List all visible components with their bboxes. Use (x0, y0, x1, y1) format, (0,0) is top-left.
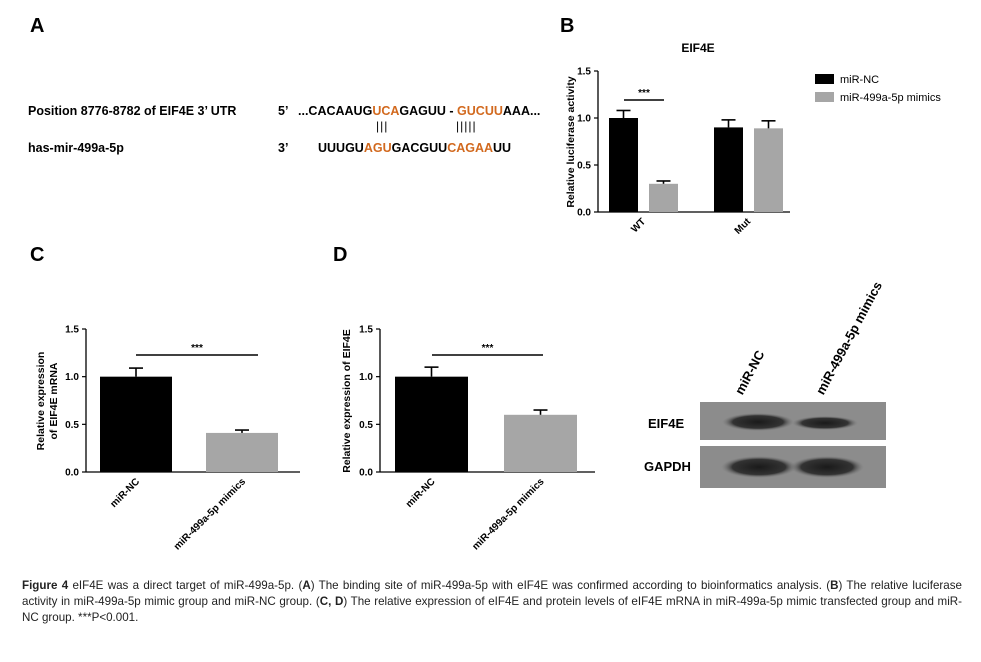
blot-band-gapdh-nc (721, 456, 797, 478)
base-pairs-right: ||||| (456, 119, 477, 133)
utr-label: Position 8776-8782 of EIF4E 3’ UTR (28, 104, 237, 118)
blot-band-gapdh-mimics (790, 456, 864, 478)
significance-label: *** (191, 343, 203, 354)
y-axis-label-line: Relative expression (35, 352, 47, 451)
utr-sequence: ...CACAAUGUCAGAGUU - GUCUUAAA... (298, 104, 540, 118)
mir-seq-part: UUUGU (318, 141, 364, 155)
panel-letter-d: D (333, 244, 348, 266)
bar-charts: 0.0 0.5 1.0 1.5 EIF4E Relative luciferase act… (35, 41, 941, 553)
y-tick-label: 1.5 (577, 67, 591, 78)
base-pairs-left: ||| (376, 119, 389, 133)
bar-mimics (754, 128, 783, 212)
y-tick-label: 1.0 (65, 372, 79, 383)
x-tick-label: miR-NC (404, 476, 438, 510)
utr-seq-part: AAA... (502, 104, 541, 118)
y-tick-label: 0.0 (65, 468, 79, 479)
legend-label-mimics: miR-499a-5p mimics (840, 92, 941, 104)
x-tick-label: miR-499a-5p mimics (470, 476, 546, 552)
y-tick-label: 1.5 (359, 325, 373, 336)
x-tick-label: miR-NC (108, 476, 142, 510)
y-tick-label: 1.0 (359, 372, 373, 383)
caption-panel-ref: B (830, 579, 839, 592)
mir-seed-highlight: AGU (363, 141, 392, 155)
bar-mimics (504, 414, 577, 472)
blot-band-eif4e-nc (722, 413, 794, 431)
utr-seq-part: GAGUU - (399, 104, 458, 118)
bar-mimics (649, 183, 678, 212)
y-tick-label: 1.0 (577, 114, 591, 125)
panel-letter-b: B (560, 15, 575, 37)
bar-mimics (206, 432, 278, 472)
blot-image (700, 402, 886, 488)
y-axis-label-line: of EIF4E mRNA (48, 362, 60, 439)
panel-letter-c: C (30, 244, 45, 266)
chart-title: EIF4E (681, 41, 714, 55)
caption-text: eIF4E was a direct target of miR-499a-5p… (68, 579, 303, 592)
caption-text: ) The binding site of miR-499a-5p with e… (310, 579, 831, 592)
legend-swatch-mimics (815, 92, 834, 102)
mir-sequence: UUUGUAGUGACGUUCAGAAUU (318, 141, 511, 155)
bar-mir-nc (609, 118, 638, 212)
x-tick-label: miR-499a-5p mimics (172, 476, 248, 552)
significance-label: *** (482, 343, 494, 354)
significance-label: *** (638, 88, 650, 99)
blot-band-eif4e-mimics (792, 416, 858, 430)
y-tick-label: 1.5 (65, 325, 79, 336)
caption-panel-ref: A (302, 579, 311, 592)
y-axis-label: Relative luciferase activity (565, 76, 577, 207)
legend-swatch-mir-nc (815, 74, 834, 84)
y-tick-label: 0.5 (577, 161, 591, 172)
bar-mir-nc (395, 376, 468, 472)
bar-mir-nc (100, 376, 172, 472)
mir-seq-part: UU (493, 141, 512, 155)
y-tick-label: 0.0 (577, 208, 591, 219)
y-tick-label: 0.5 (65, 420, 79, 431)
y-axis-label: Relative expressionof EIF4E mRNA (35, 352, 60, 451)
y-axis-label-line: Relative expression of EIF4E (341, 329, 353, 473)
mir-3prime: 3’ (278, 141, 289, 155)
utr-seed-highlight: UCA (372, 104, 400, 118)
blot-row-label-eif4e: EIF4E (648, 416, 685, 431)
x-tick-label: Mut (733, 216, 754, 237)
utr-seed-highlight: GUCUU (457, 104, 503, 118)
utr-5prime: 5’ (278, 104, 289, 118)
blot-row-label-gapdh: GAPDH (644, 459, 691, 474)
bar-mir-nc (714, 127, 743, 212)
caption-figure-number: Figure 4 (22, 579, 69, 592)
y-tick-label: 0.5 (359, 420, 373, 431)
panel-letter-a: A (30, 15, 45, 37)
mir-seq-part: GACGUU (391, 141, 448, 155)
figure-caption: Figure 4 eIF4E was a direct target of mi… (22, 578, 962, 626)
caption-panel-ref: C, D (319, 595, 344, 608)
mir-seed-highlight: CAGAA (447, 141, 494, 155)
caption-text: ) The relative luciferase activity in mi… (22, 579, 962, 608)
x-tick-label: WT (629, 216, 648, 235)
y-axis-label: Relative expression of EIF4E (341, 329, 353, 473)
mir-label: has-mir-499a-5p (28, 141, 124, 155)
legend-label-mir-nc: miR-NC (840, 74, 879, 86)
utr-seq-part: ...CACAAUG (298, 104, 373, 118)
y-axis-label-line: Relative luciferase activity (565, 76, 577, 207)
caption-text: ) The relative expression of eIF4E and p… (22, 595, 963, 624)
y-tick-label: 0.0 (359, 468, 373, 479)
